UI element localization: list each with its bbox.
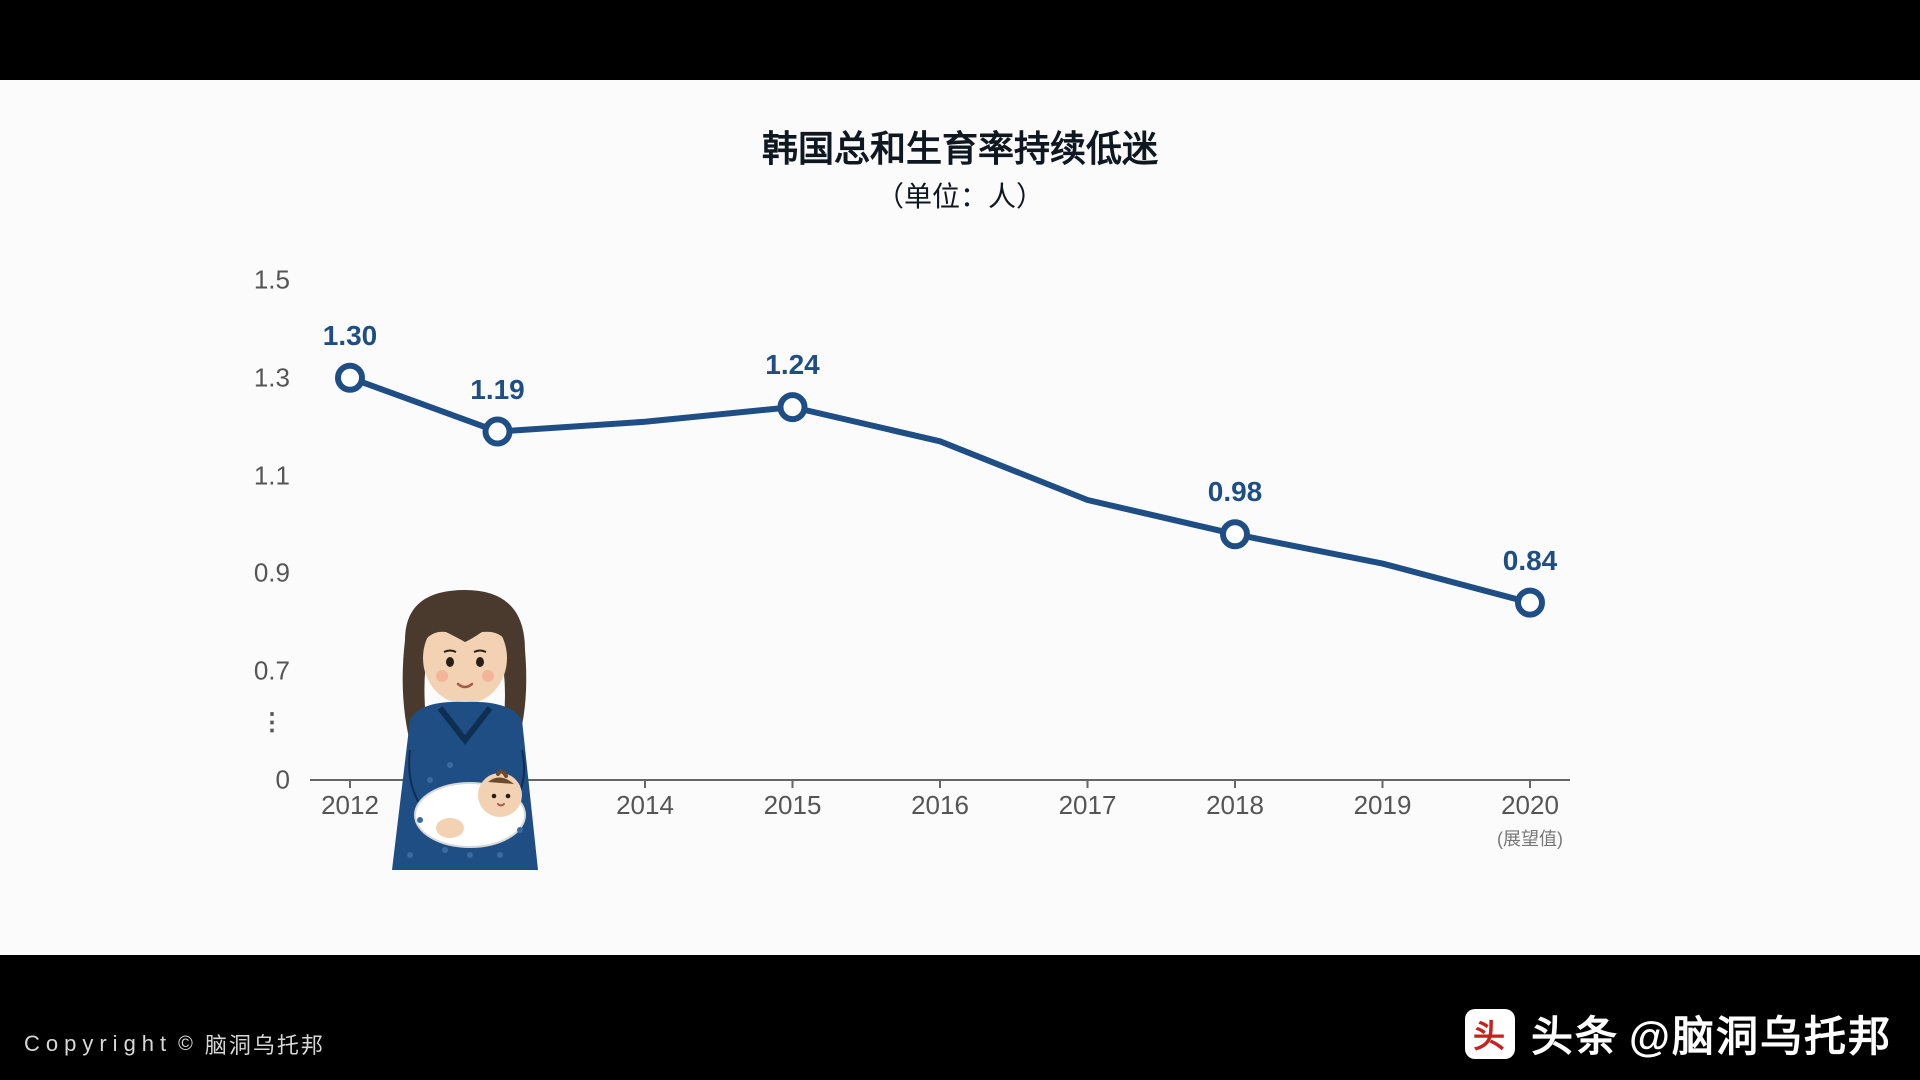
y-tick-label: 0.7 (254, 656, 290, 687)
toutiao-icon: 头 (1465, 1009, 1515, 1059)
axis-break-icon: ⋮ (260, 708, 286, 737)
mother-baby-illustration (350, 580, 580, 880)
x-tick-label: 2016 (870, 790, 1010, 821)
x-tick-label: 2018 (1165, 790, 1305, 821)
data-label: 1.30 (323, 320, 378, 352)
copyright-icon: © (178, 1033, 199, 1056)
y-tick-label: 1.3 (254, 362, 290, 393)
data-label: 0.84 (1503, 545, 1558, 577)
chart-panel: 韩国总和生育率持续低迷 （单位：人） 00.70.91.11.31.5⋮2012… (0, 80, 1920, 955)
y-tick-label: 0.9 (254, 558, 290, 589)
chart-subtitle: （单位：人） (0, 175, 1920, 215)
data-label: 1.19 (470, 374, 525, 406)
mother-baby-svg (350, 580, 580, 880)
data-label: 0.98 (1208, 476, 1263, 508)
brand-handle: @脑洞乌托邦 (1629, 1003, 1892, 1064)
copyright-line: Copyright © 脑洞乌托邦 (24, 1028, 325, 1060)
x-tick-label: 2015 (723, 790, 863, 821)
copyright-prefix: Copyright (24, 1031, 172, 1057)
x-tick-label: 2014 (575, 790, 715, 821)
y-tick-label: 1.5 (254, 265, 290, 296)
y-tick-label: 1.1 (254, 460, 290, 491)
copyright-brand: 脑洞乌托邦 (205, 1028, 325, 1060)
chart-title: 韩国总和生育率持续低迷 (0, 120, 1920, 172)
x-tick-label: 2019 (1313, 790, 1453, 821)
x-tick-note: (展望值) (1460, 825, 1600, 851)
data-label: 1.24 (765, 349, 820, 381)
brand-prefix: 头条 (1531, 1003, 1619, 1064)
x-tick-label: 2020 (1460, 790, 1600, 821)
footer-brand: 头 头条 @脑洞乌托邦 (1465, 1003, 1892, 1064)
x-tick-label: 2017 (1018, 790, 1158, 821)
